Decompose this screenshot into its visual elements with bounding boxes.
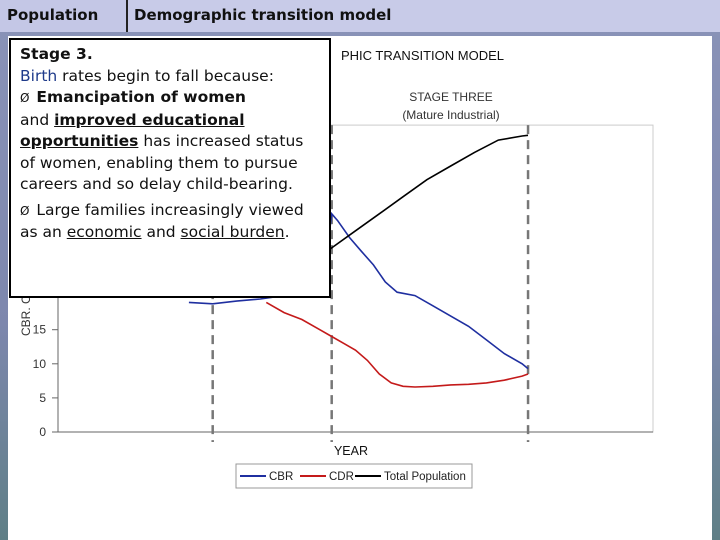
b1-strong: Emancipation of women: [36, 88, 246, 106]
legend-box: [235, 463, 473, 489]
stage-heading: Stage 3.: [20, 44, 321, 66]
bullet-arrow-icon: Ø: [20, 203, 30, 218]
section-tab-label: Population: [7, 6, 99, 24]
bullet-one: Ø Emancipation of women and improved educ…: [20, 87, 321, 196]
stage-label: Stage 3.: [20, 45, 93, 63]
intro-line: Birth rates begin to fall because:: [20, 66, 321, 88]
bullet-two: Ø Large families increasingly viewed as …: [20, 200, 321, 244]
y-axis-label: CBR. C: [19, 295, 33, 336]
series-line-total-population: [313, 134, 529, 263]
stage-three-textbox: Stage 3. Birth rates begin to fall becau…: [9, 38, 331, 298]
series-line-cdr: [265, 301, 529, 388]
b2-pre: Large families increasingly viewed as an: [20, 200, 304, 242]
b1-and: and: [20, 110, 55, 129]
b1-underline-2: opportunities: [20, 132, 139, 150]
legend-label: CDR: [329, 471, 354, 483]
b2-end: .: [284, 223, 290, 241]
stage-label-line-2: (Mature Industrial): [402, 108, 499, 122]
y-tick-label: 15: [33, 323, 47, 337]
b1-rest: has increased status of women, enabling …: [20, 132, 304, 193]
x-axis-label: YEAR: [334, 444, 368, 458]
header-bar: Population Demographic transition model: [0, 0, 720, 32]
legend-label: Total Population: [384, 471, 466, 483]
b2-underline-1: economic: [66, 223, 142, 241]
intro-rest: rates begin to fall because:: [57, 66, 274, 85]
page-title-bar: Demographic transition model: [128, 0, 720, 32]
chart-title: PHIC TRANSITION MODEL: [341, 48, 504, 63]
bullet-arrow-icon: Ø: [20, 91, 30, 105]
b2-underline-2: social burden: [180, 223, 285, 241]
b2-mid: and: [141, 223, 181, 241]
legend-label: CBR: [269, 471, 293, 483]
b1-underline-1: improved educational: [54, 110, 245, 129]
birth-word: Birth: [20, 66, 58, 85]
stage-label-line-1: STAGE THREE: [409, 90, 493, 104]
y-tick-label: 10: [33, 357, 47, 371]
y-tick-label: 0: [39, 425, 46, 439]
y-tick-label: 5: [39, 391, 46, 405]
page-title: Demographic transition model: [134, 6, 392, 24]
section-tab[interactable]: Population: [0, 0, 128, 32]
